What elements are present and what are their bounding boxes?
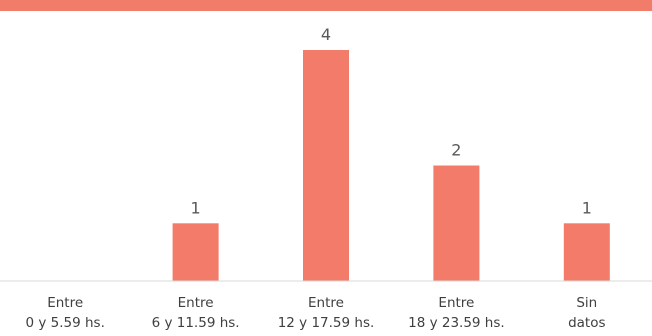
data-label-2: 4 xyxy=(321,25,331,44)
category-label-3-line-0: Entre xyxy=(438,295,474,311)
category-label-0: Entre 0 y 5.59 hs. xyxy=(25,295,104,331)
bar-3 xyxy=(433,165,480,281)
category-label-3: Entre 18 y 23.59 hs. xyxy=(408,295,505,331)
category-label-2-line-1: 12 y 17.59 hs. xyxy=(278,315,375,331)
category-label-3-line-1: 18 y 23.59 hs. xyxy=(408,315,505,331)
data-label-4: 1 xyxy=(582,198,592,217)
bar-2 xyxy=(303,50,349,281)
value-labels-group: 1 4 2 1 xyxy=(191,25,592,217)
category-label-4-line-1: datos xyxy=(568,315,605,331)
data-label-3: 2 xyxy=(451,141,461,160)
category-labels-group: Entre 0 y 5.59 hs.Entre 6 y 11.59 hs.Entre… xyxy=(25,295,605,331)
category-label-4: Sin datos xyxy=(568,295,605,331)
category-label-2: Entre 12 y 17.59 hs. xyxy=(278,295,375,331)
category-label-0-line-0: Entre xyxy=(47,295,83,311)
category-label-1-line-1: 6 y 11.59 hs. xyxy=(152,315,240,331)
bar-1 xyxy=(172,223,219,282)
bars-group xyxy=(172,50,610,282)
category-label-1: Entre 6 y 11.59 hs. xyxy=(152,295,240,331)
category-label-1-line-0: Entre xyxy=(178,295,214,311)
category-label-0-line-1: 0 y 5.59 hs. xyxy=(25,315,104,331)
data-label-1: 1 xyxy=(191,198,201,217)
bar-4 xyxy=(563,223,610,282)
category-label-2-line-0: Entre xyxy=(308,295,344,311)
top-color-band xyxy=(0,0,652,11)
category-label-4-line-0: Sin xyxy=(576,295,597,311)
